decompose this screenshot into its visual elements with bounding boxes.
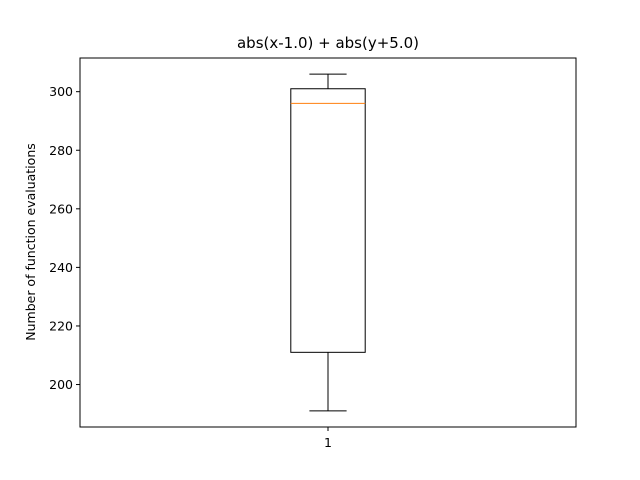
y-axis-ticks: 200 220 240 260 280 300 xyxy=(49,84,80,392)
y-tick-label: 280 xyxy=(49,143,73,158)
y-tick-label: 300 xyxy=(49,84,73,99)
y-tick-label: 200 xyxy=(49,377,73,392)
box-plot-elements xyxy=(290,73,366,412)
box xyxy=(290,88,366,353)
chart-title: abs(x-1.0) + abs(y+5.0) xyxy=(237,34,419,52)
y-tick-label: 240 xyxy=(49,260,73,275)
x-tick-label: 1 xyxy=(324,435,332,450)
x-axis-ticks: 1 xyxy=(324,427,332,450)
y-axis-title: Number of function evaluations xyxy=(23,143,38,341)
y-tick-label: 260 xyxy=(49,201,73,216)
plot-frame xyxy=(79,57,577,428)
y-tick-label: 220 xyxy=(49,318,73,333)
